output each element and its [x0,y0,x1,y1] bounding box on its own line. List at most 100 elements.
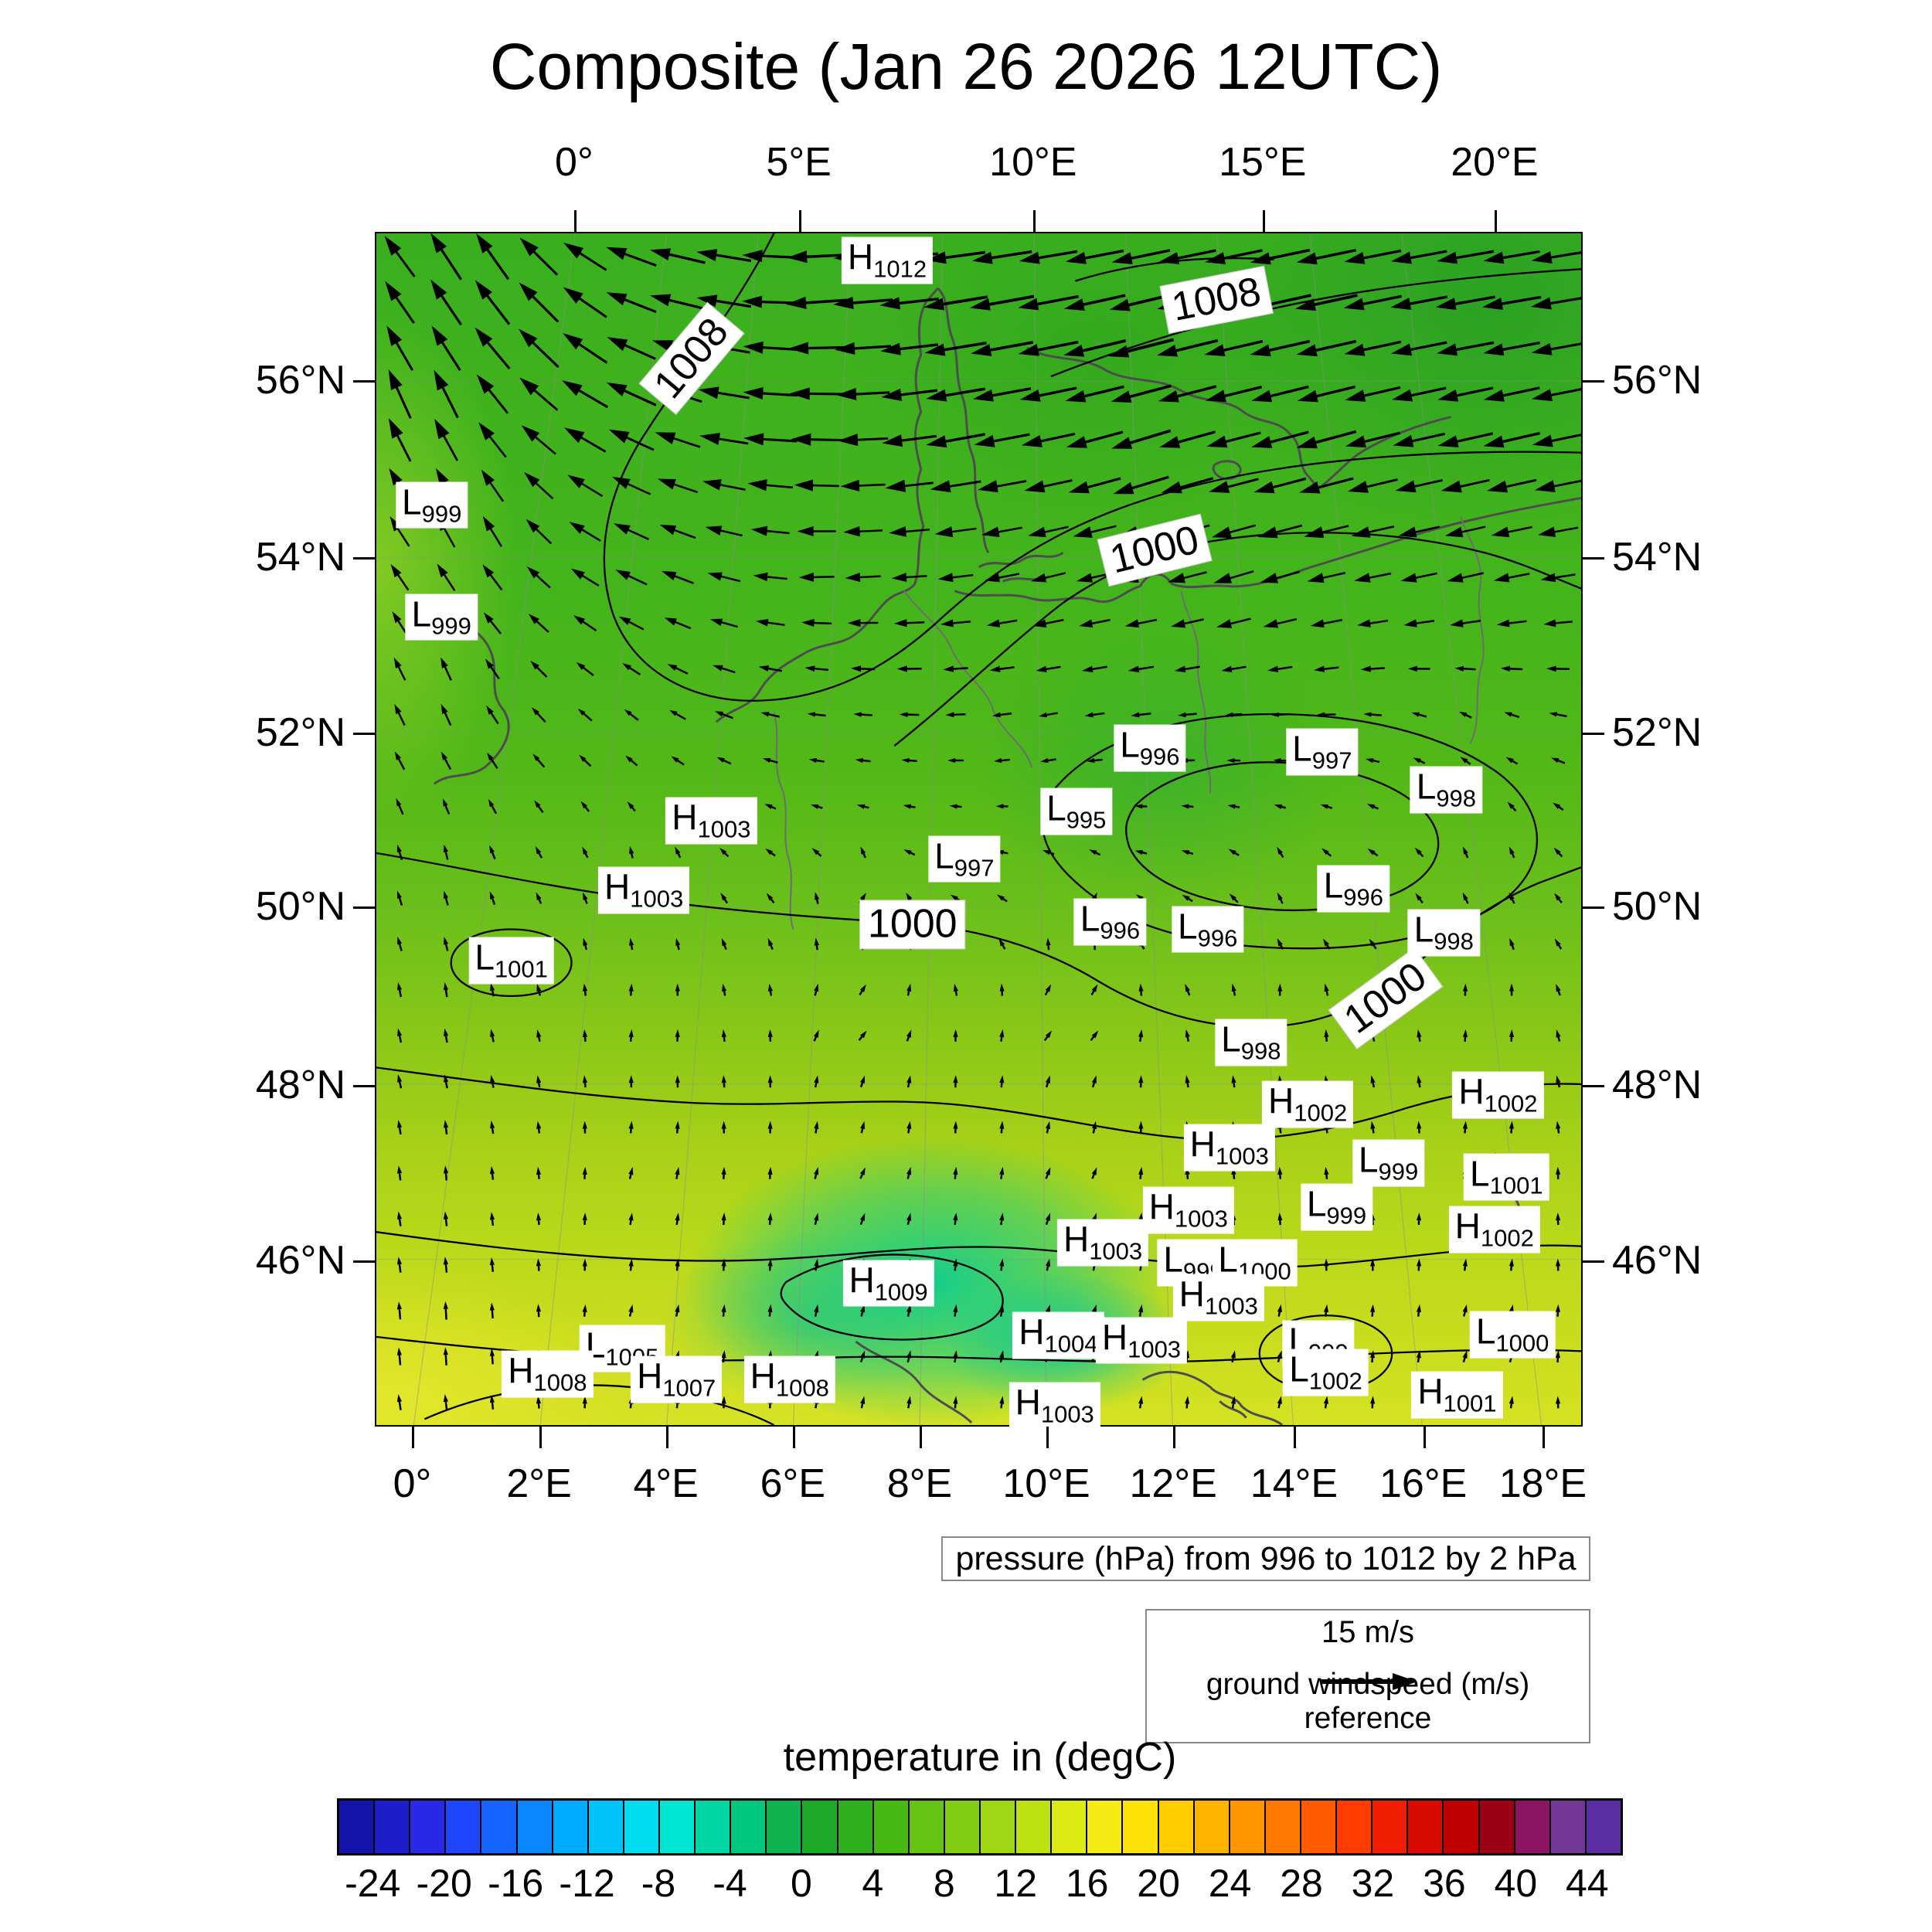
colorbar-segment [909,1801,945,1853]
pressure-center-label: L996 [1114,724,1186,772]
right-axis-tick [1583,1084,1604,1087]
colorbar-segment [659,1801,696,1853]
bottom-axis-tick [1173,1427,1176,1448]
bottom-axis-tick-label: 6°E [760,1461,825,1506]
right-axis-tick [1583,379,1604,383]
colorbar-segment [1158,1801,1195,1853]
colorbar-tick-label: 24 [1208,1862,1252,1905]
colorbar-segment [1052,1801,1088,1853]
top-axis-tick-label: 20°E [1451,140,1539,185]
pressure-center-label: H1012 [841,237,934,284]
colorbar-tick-label: 8 [933,1862,955,1905]
pressure-center-label: L996 [1172,906,1244,953]
right-axis-tick-label: 50°N [1612,884,1702,930]
pressure-center-label: L996 [1317,865,1390,913]
pressure-center-label: H1003 [665,797,757,845]
colorbar-segment [1087,1801,1124,1853]
colorbar-segment [1372,1801,1409,1853]
colorbar-segment [767,1801,803,1853]
left-axis-tick [353,379,375,383]
colorbar-segment [375,1801,411,1853]
colorbar-segment [588,1801,624,1853]
pressure-center-label: H1003 [1009,1382,1100,1430]
colorbar-segment [1479,1801,1515,1853]
pressure-center-label: H1004 [1012,1311,1104,1359]
isobar-value-label: 1000 [1328,947,1444,1049]
pressure-center-label: H1002 [1452,1071,1544,1119]
top-axis-tick-label: 5°E [766,140,832,185]
pressure-center-label: L999 [396,481,468,529]
top-axis-tick [1494,210,1497,232]
pressure-center-label: H1007 [631,1355,723,1403]
wind-reference-speed: 15 m/s [1321,1615,1415,1649]
colorbar-tick-label: 4 [862,1862,884,1905]
pressure-center-label: L999 [1300,1183,1373,1231]
pressure-center-label: H1003 [1095,1317,1188,1364]
bottom-axis-tick-label: 0° [393,1461,432,1506]
page-title: Composite (Jan 26 2026 12UTC) [489,30,1443,103]
bottom-axis-tick-label: 18°E [1498,1461,1587,1506]
colorbar-segment [1337,1801,1373,1853]
left-axis-tick [353,906,375,910]
left-axis-tick-label: 54°N [255,534,345,580]
pressure-center-label: H1009 [842,1260,934,1307]
left-axis-tick [353,1260,375,1264]
left-axis-tick-label: 46°N [255,1238,345,1284]
colorbar-segment [410,1801,447,1853]
right-axis-tick-label: 46°N [1612,1238,1702,1284]
colorbar-tick-label: 32 [1351,1862,1395,1905]
colorbar-segment [1123,1801,1159,1853]
right-axis-tick [1583,906,1604,910]
pressure-center-label: H1002 [1261,1080,1354,1128]
bottom-axis-tick-label: 12°E [1129,1461,1217,1506]
pressure-center-label: H1003 [1056,1219,1149,1267]
colorbar-segment [1408,1801,1444,1853]
bottom-axis-tick [539,1427,542,1448]
colorbar-segment [696,1801,732,1853]
pressure-center-label: L1000 [1469,1311,1556,1359]
colorbar-segment [944,1801,981,1853]
pressure-center-label: L1002 [1283,1349,1369,1396]
right-axis-tick-label: 56°N [1612,357,1702,403]
colorbar-tick-label: -24 [345,1862,401,1905]
top-axis-tick-label: 10°E [989,140,1077,185]
colorbar-tick-label: 36 [1423,1862,1466,1905]
isobar-value-label: 1000 [1097,513,1213,587]
left-axis-tick [353,556,375,560]
colorbar-segment [1265,1801,1301,1853]
pressure-label-layer: 1008 1008 1000 1000 1000 H1012 L999 L999 H1003 H1… [376,233,1581,1430]
pressure-center-label: L1001 [1464,1153,1549,1201]
colorbar-segment [481,1801,518,1853]
colorbar-tick-label: 28 [1280,1862,1323,1905]
bottom-axis-tick-label: 14°E [1250,1461,1338,1506]
map-canvas: 1008 1008 1000 1000 1000 H1012 L999 L999 H1003 H1… [375,232,1583,1430]
top-axis-tick-label: 0° [555,140,594,185]
colorbar-title: temperature in (degC) [783,1735,1177,1780]
colorbar-tick-label: 16 [1065,1862,1109,1905]
left-axis-tick-label: 56°N [255,357,345,403]
temperature-colorbar [337,1798,1623,1855]
colorbar-segment [980,1801,1017,1853]
colorbar-segment [1194,1801,1230,1853]
right-axis-tick-label: 54°N [1612,534,1702,580]
left-axis-tick-label: 52°N [255,709,345,755]
colorbar-segment [731,1801,767,1853]
pressure-center-label: H1003 [597,866,690,914]
isobar-value-label: 1000 [859,900,966,949]
wind-reference-legend: 15 m/s ground windspeed (m/s) reference [1145,1609,1590,1743]
colorbar-segment [1016,1801,1053,1853]
colorbar-segment [446,1801,482,1853]
left-axis-tick-label: 48°N [255,1062,345,1107]
bottom-axis-tick-label: 2°E [506,1461,572,1506]
right-axis-tick [1583,1260,1604,1264]
pressure-center-label: L995 [1040,787,1113,835]
colorbar-tick-label: 44 [1565,1862,1609,1905]
top-axis-tick [573,210,577,232]
pressure-center-label: L999 [1352,1139,1425,1187]
left-axis-tick [353,732,375,735]
pressure-center-label: H1001 [1411,1371,1503,1419]
pressure-note: pressure (hPa) from 996 to 1012 by 2 hPa [941,1536,1590,1581]
pressure-center-label: L998 [1410,766,1483,814]
colorbar-segment [517,1801,553,1853]
